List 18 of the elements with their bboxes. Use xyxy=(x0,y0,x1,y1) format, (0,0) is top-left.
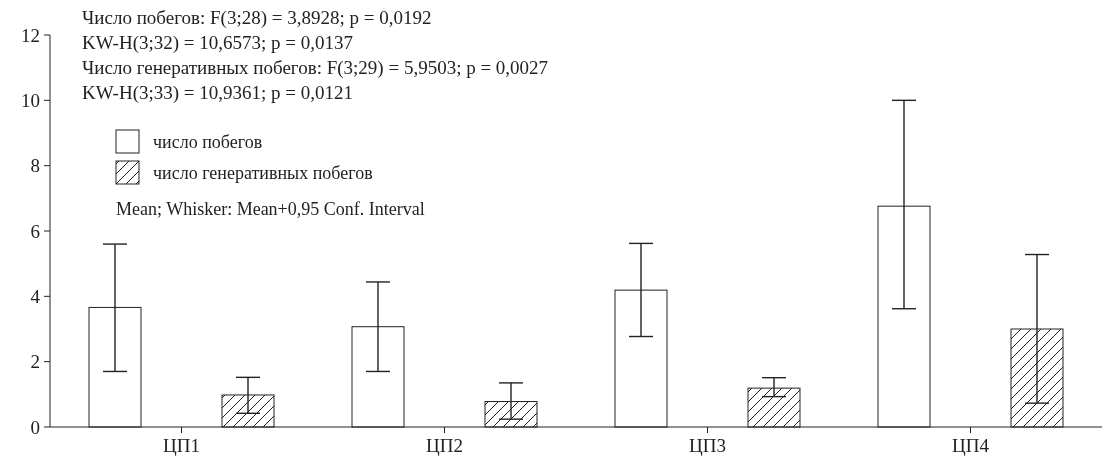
y-tick-label: 2 xyxy=(30,351,40,373)
y-tick-label: 0 xyxy=(30,416,40,438)
x-tick-label: ЦП4 xyxy=(952,435,990,456)
y-tick-label: 12 xyxy=(21,24,40,46)
annotation: Число генеративных побегов: F(3;29) = 5,9503; p = 0,0027 xyxy=(82,57,549,79)
legend-label: число генеративных побегов xyxy=(153,163,373,183)
x-tick-label: ЦП2 xyxy=(426,435,463,456)
text: Число побегов: F(3;28) = 3,8928; p = 0,0192 xyxy=(82,7,432,29)
y-tick-label: 4 xyxy=(30,285,41,307)
y-tick-label: 10 xyxy=(21,89,40,111)
x-tick-label: ЦП3 xyxy=(689,435,726,456)
annotation: KW-H(3;33) = 10,9361; p = 0,0121 xyxy=(82,82,354,104)
y-tick-label: 6 xyxy=(30,220,40,242)
y-tick-label: 8 xyxy=(30,155,40,177)
annotation: Mean; Whisker: Mean+0,95 Conf. Interval xyxy=(116,199,425,219)
annotation: KW-H(3;32) = 10,6573; p = 0,0137 xyxy=(82,32,354,54)
legend-label: число побегов xyxy=(153,132,263,152)
x-tick-label: ЦП1 xyxy=(163,435,200,456)
